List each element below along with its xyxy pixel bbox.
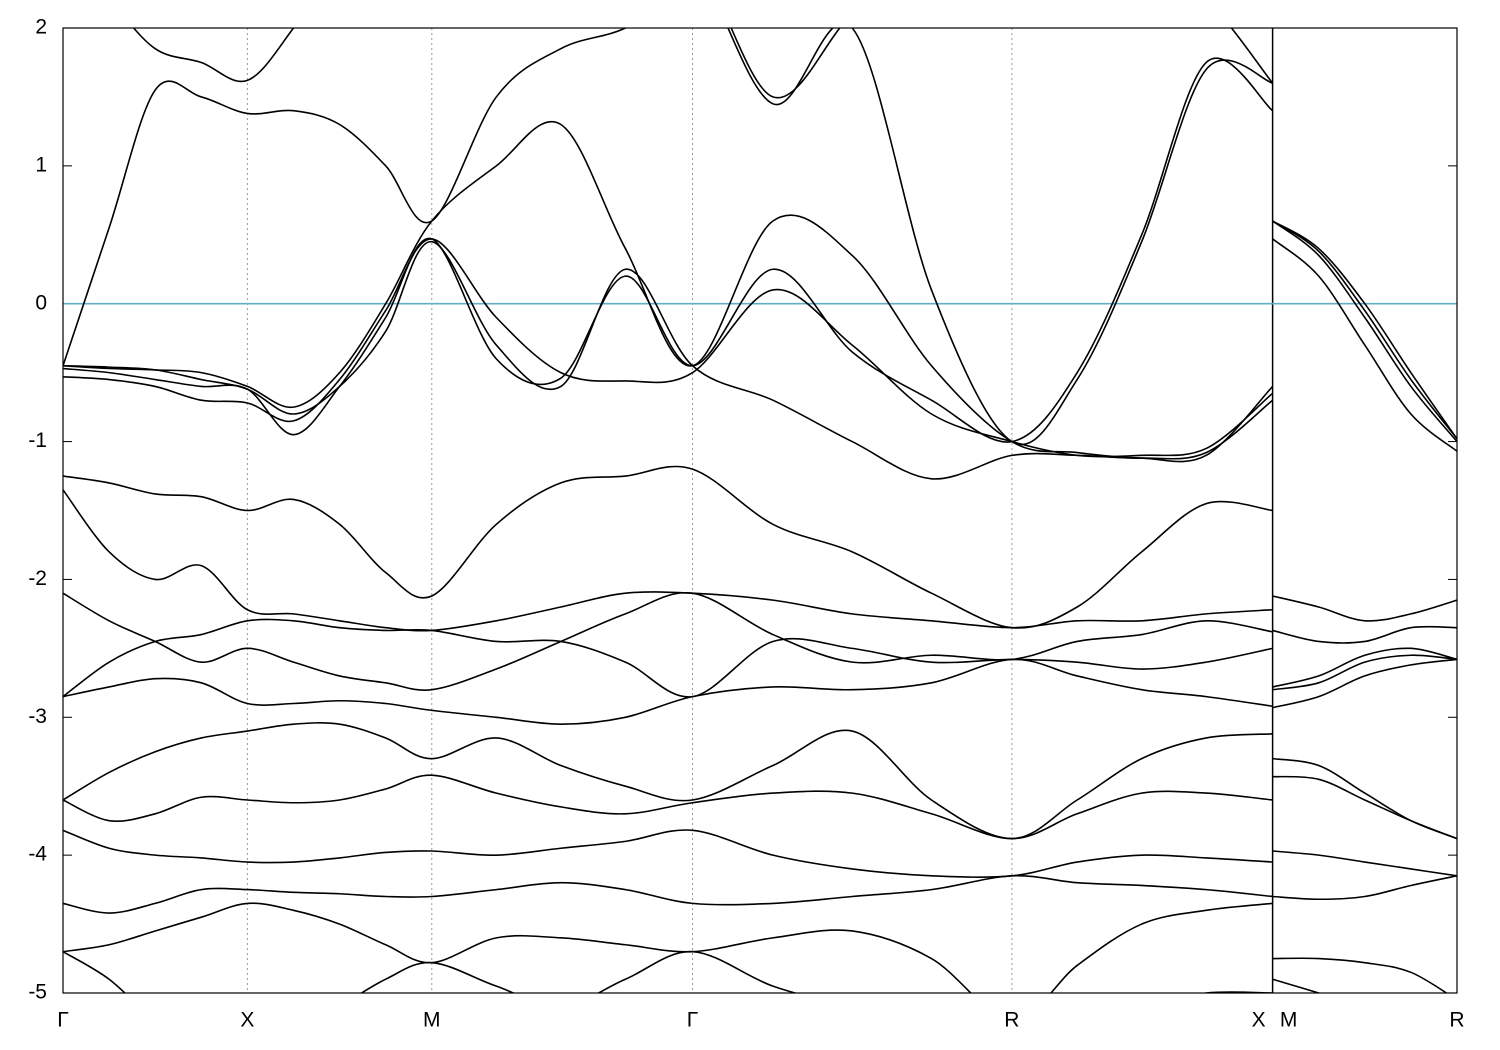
band-line xyxy=(63,591,1457,691)
x-tick-label: Γ xyxy=(687,1009,699,1032)
band-line xyxy=(63,220,1457,480)
y-tick-label: 0 xyxy=(35,291,47,314)
band-line xyxy=(63,121,1457,463)
plot-frame xyxy=(62,27,1458,994)
band-line xyxy=(63,489,1457,644)
band-line xyxy=(727,28,1273,446)
x-tick-label: M xyxy=(423,1009,441,1032)
band-line xyxy=(63,874,1457,914)
band-line xyxy=(63,950,1322,993)
band-line xyxy=(132,28,1274,99)
band-line xyxy=(63,28,628,367)
band-line xyxy=(63,618,1457,698)
band-line xyxy=(63,465,1457,629)
y-tick-label: -5 xyxy=(28,981,47,1004)
y-tick-label: 1 xyxy=(35,153,47,176)
x-tick-label: R xyxy=(1004,1009,1019,1032)
y-tick-label: -1 xyxy=(28,429,47,452)
x-tick-label: R xyxy=(1449,1009,1464,1032)
x-tick-label: X xyxy=(240,1009,254,1032)
y-tick-label: -4 xyxy=(28,843,47,866)
x-tick-label: Γ xyxy=(57,1009,69,1032)
band-line xyxy=(63,658,1457,725)
band-line xyxy=(63,902,1448,993)
y-tick-label: 2 xyxy=(35,16,47,39)
band-line xyxy=(63,829,1457,878)
y-tick-label: -3 xyxy=(28,705,47,728)
x-tick-label: M xyxy=(1280,1009,1298,1032)
x-tick-label: X xyxy=(1252,1009,1266,1032)
band-line xyxy=(63,774,1457,840)
y-tick-label: -2 xyxy=(28,567,47,590)
band-line xyxy=(63,57,1457,443)
bands xyxy=(63,28,1457,993)
